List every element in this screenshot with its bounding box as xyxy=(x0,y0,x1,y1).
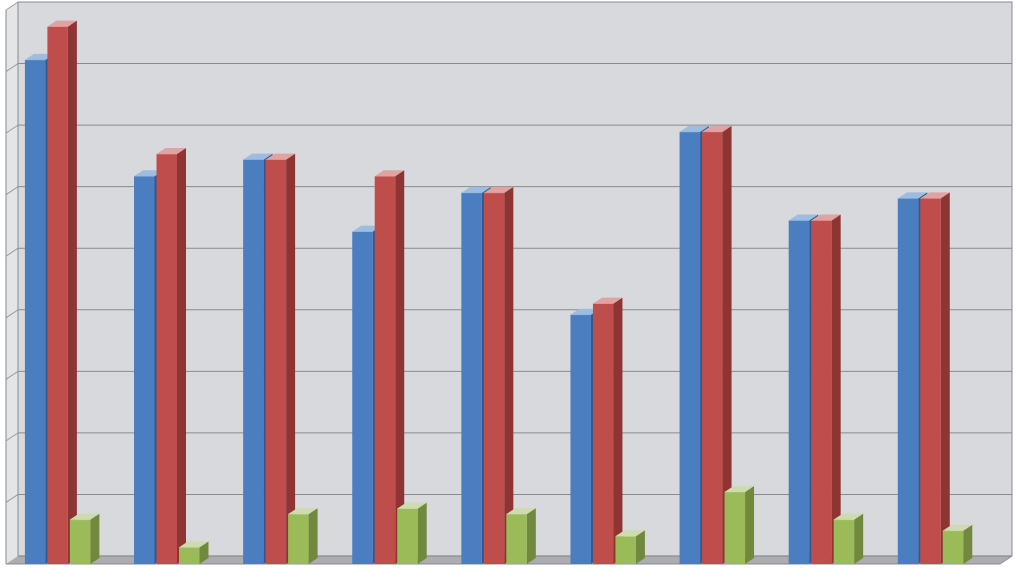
series-b-bar-side xyxy=(504,187,513,564)
series-b-bar-side xyxy=(68,21,77,564)
series-b-bar xyxy=(920,198,940,564)
series-c-bar xyxy=(288,514,308,564)
bar-chart xyxy=(0,0,1024,588)
series-a-bar xyxy=(243,160,263,564)
series-b-bar xyxy=(266,160,286,564)
series-b-bar xyxy=(157,154,177,564)
series-a-bar xyxy=(680,132,700,564)
series-b-bar xyxy=(702,132,722,564)
series-a-bar xyxy=(352,232,372,564)
series-a-bar xyxy=(461,193,481,564)
series-a-bar xyxy=(134,176,154,564)
series-c-bar-side xyxy=(963,525,972,564)
series-c-bar xyxy=(943,531,963,564)
series-b-bar-side xyxy=(177,148,186,564)
series-c-bar-side xyxy=(527,508,536,564)
series-b-bar xyxy=(47,27,67,564)
series-a-bar xyxy=(570,315,590,564)
series-a-bar xyxy=(25,60,45,564)
series-c-bar-side xyxy=(309,508,318,564)
series-b-bar-side xyxy=(286,154,295,564)
series-c-bar xyxy=(834,520,854,564)
series-b-bar-side xyxy=(832,215,841,564)
series-c-bar xyxy=(70,520,90,564)
series-a-bar xyxy=(898,198,918,564)
series-c-bar xyxy=(615,536,635,564)
series-c-bar xyxy=(397,509,417,564)
series-b-bar-side xyxy=(613,298,622,564)
series-a-bar xyxy=(789,221,809,564)
series-c-bar-side xyxy=(854,514,863,564)
series-c-bar xyxy=(506,514,526,564)
series-c-bar xyxy=(179,547,199,564)
series-b-bar xyxy=(593,304,613,564)
series-b-bar xyxy=(375,176,395,564)
series-c-bar-side xyxy=(418,503,427,564)
series-c-bar-side xyxy=(90,514,99,564)
series-b-bar xyxy=(484,193,504,564)
series-c-bar xyxy=(725,492,745,564)
series-b-bar xyxy=(811,221,831,564)
series-b-bar-side xyxy=(941,192,950,564)
series-c-bar-side xyxy=(745,486,754,564)
